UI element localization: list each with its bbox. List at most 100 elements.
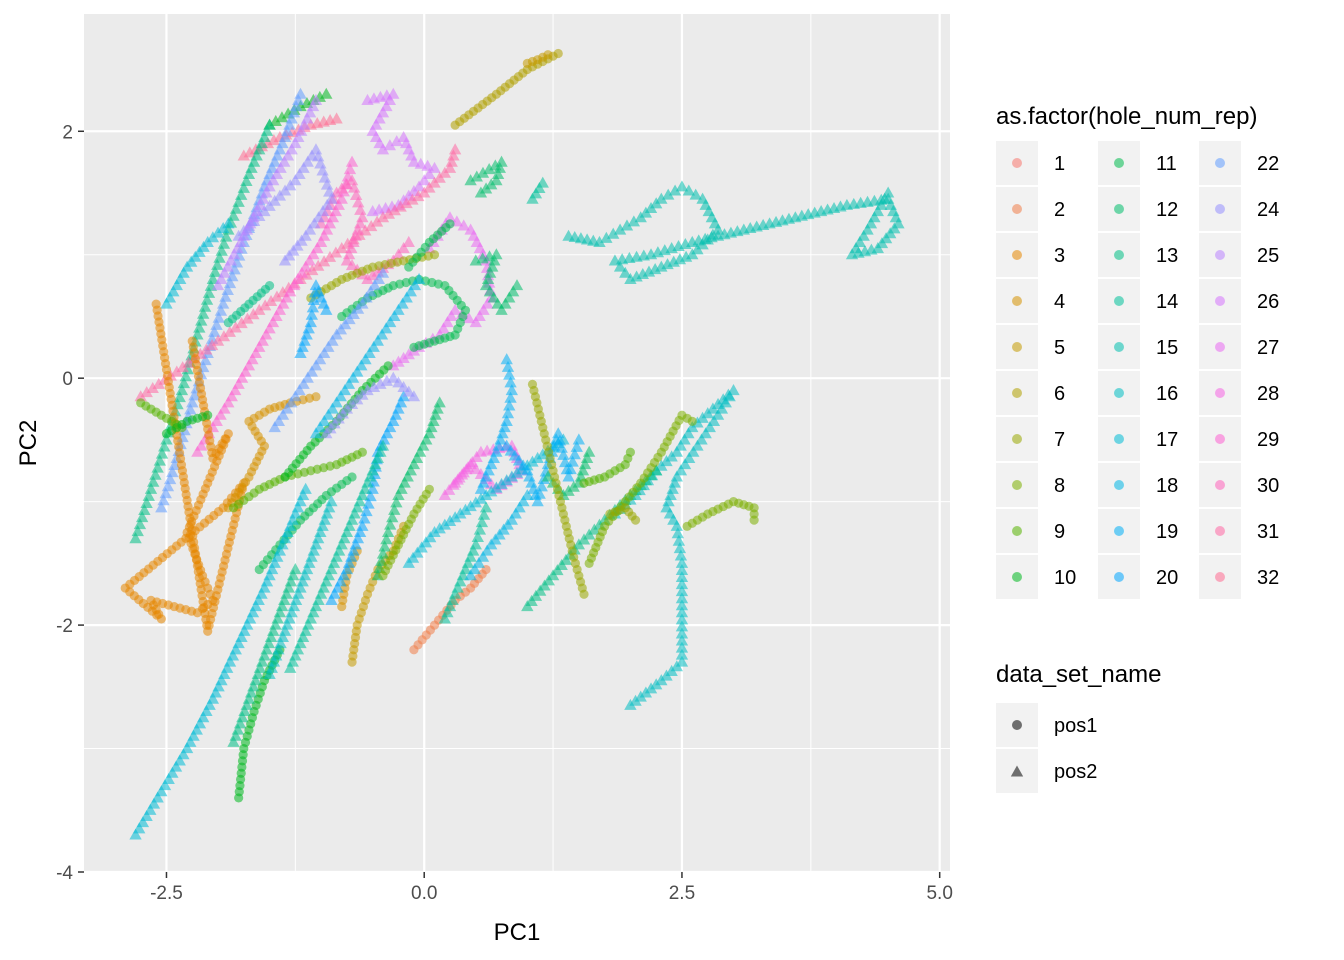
data-point-triangle <box>431 402 444 414</box>
legend-item-24: 24 <box>1199 187 1279 231</box>
data-point-triangle <box>421 159 434 171</box>
legend-item-6: 6 <box>996 371 1065 415</box>
data-point-triangle <box>233 717 247 729</box>
data-point-triangle <box>215 272 228 284</box>
data-point-triangle <box>479 470 493 482</box>
data-point-triangle <box>305 365 319 377</box>
data-point-triangle <box>675 606 689 618</box>
legend-label: 17 <box>1156 429 1178 451</box>
legend-label: 30 <box>1257 475 1279 497</box>
series-9-circle <box>579 447 636 488</box>
data-point-triangle <box>868 211 881 223</box>
data-point-triangle <box>864 217 878 229</box>
data-point-triangle <box>459 563 472 575</box>
shape-legend-item-pos1: pos1 <box>996 703 1097 747</box>
data-point-triangle <box>875 198 888 210</box>
data-point-triangle <box>342 556 356 568</box>
legend-item-18: 18 <box>1098 463 1178 507</box>
data-point-triangle <box>284 661 297 673</box>
data-point-triangle <box>454 575 467 587</box>
data-point-triangle <box>281 618 294 630</box>
data-point-triangle <box>256 334 269 346</box>
legend-label: 29 <box>1257 429 1279 451</box>
legend-item-31: 31 <box>1199 509 1279 553</box>
data-point-triangle <box>323 501 336 513</box>
data-point-triangle <box>325 563 338 575</box>
shape-legend-item-pos2: pos2 <box>996 749 1097 793</box>
data-point-triangle <box>129 828 142 840</box>
series-9-circle <box>228 447 367 513</box>
data-point-triangle <box>229 729 242 741</box>
data-point-triangle <box>200 343 213 355</box>
series-13-triangle <box>227 563 302 747</box>
data-point-triangle <box>356 297 369 309</box>
data-point-triangle <box>273 303 287 315</box>
data-point-triangle <box>142 489 155 501</box>
data-point-triangle <box>376 266 390 278</box>
series-8-circle <box>584 410 697 568</box>
data-point-triangle <box>316 205 330 217</box>
data-point-triangle <box>272 414 286 426</box>
data-point-triangle <box>464 569 477 581</box>
data-point-triangle <box>265 661 278 673</box>
data-point-triangle <box>322 340 335 352</box>
legend-swatch <box>1012 342 1022 352</box>
data-point-triangle <box>552 427 565 439</box>
data-point-triangle <box>367 380 381 392</box>
series-22-triangle <box>268 266 390 433</box>
data-point-triangle <box>223 655 237 667</box>
data-point-triangle <box>675 627 689 639</box>
legend-swatch <box>1215 572 1225 582</box>
data-point-triangle <box>408 279 422 291</box>
data-point-triangle <box>445 155 458 167</box>
data-point-circle <box>687 416 697 426</box>
data-point-triangle <box>356 519 369 531</box>
legend-label: 26 <box>1257 291 1279 313</box>
data-point-triangle <box>215 674 228 686</box>
data-point-triangle <box>291 643 305 655</box>
data-point-triangle <box>857 229 870 241</box>
data-point-triangle <box>472 556 486 568</box>
data-point-triangle <box>295 266 308 278</box>
data-point-triangle <box>343 519 356 531</box>
data-point-triangle <box>504 376 517 388</box>
data-point-triangle <box>309 359 323 371</box>
data-point-triangle <box>382 207 396 219</box>
data-point-triangle <box>231 723 245 735</box>
data-point-triangle <box>240 698 253 710</box>
data-point-triangle <box>475 516 489 528</box>
legend-label: 12 <box>1156 199 1178 221</box>
data-point-triangle <box>293 384 306 396</box>
data-point-triangle <box>270 290 284 302</box>
data-point-triangle <box>376 211 390 223</box>
data-point-triangle <box>353 495 366 507</box>
legend-swatch <box>1215 250 1225 260</box>
data-point-triangle <box>670 445 683 457</box>
data-point-circle <box>264 280 275 291</box>
data-point-triangle <box>289 507 302 519</box>
data-point-triangle <box>580 451 594 463</box>
data-point-triangle <box>158 779 172 791</box>
data-point-triangle <box>276 538 289 550</box>
data-point-triangle <box>322 569 336 581</box>
data-point-triangle <box>312 211 325 223</box>
data-point-triangle <box>711 223 725 235</box>
data-point-triangle <box>682 427 695 439</box>
data-point-triangle <box>675 641 689 653</box>
data-point-triangle <box>330 550 343 562</box>
data-point-triangle <box>243 146 256 158</box>
legend-swatch <box>1012 158 1022 168</box>
legend-item-15: 15 <box>1098 325 1178 369</box>
data-point-triangle <box>878 192 891 204</box>
data-point-triangle <box>845 248 859 260</box>
data-point-triangle <box>349 538 362 550</box>
legend-label: 11 <box>1156 153 1177 175</box>
data-point-triangle <box>420 433 433 445</box>
data-point-triangle <box>384 316 397 328</box>
legend-item-7: 7 <box>996 417 1065 461</box>
data-point-triangle <box>177 377 191 389</box>
legend-item-5: 5 <box>996 325 1065 369</box>
series-24-triangle <box>320 371 421 439</box>
legend-label: 32 <box>1257 567 1279 589</box>
data-point-triangle <box>284 519 297 531</box>
